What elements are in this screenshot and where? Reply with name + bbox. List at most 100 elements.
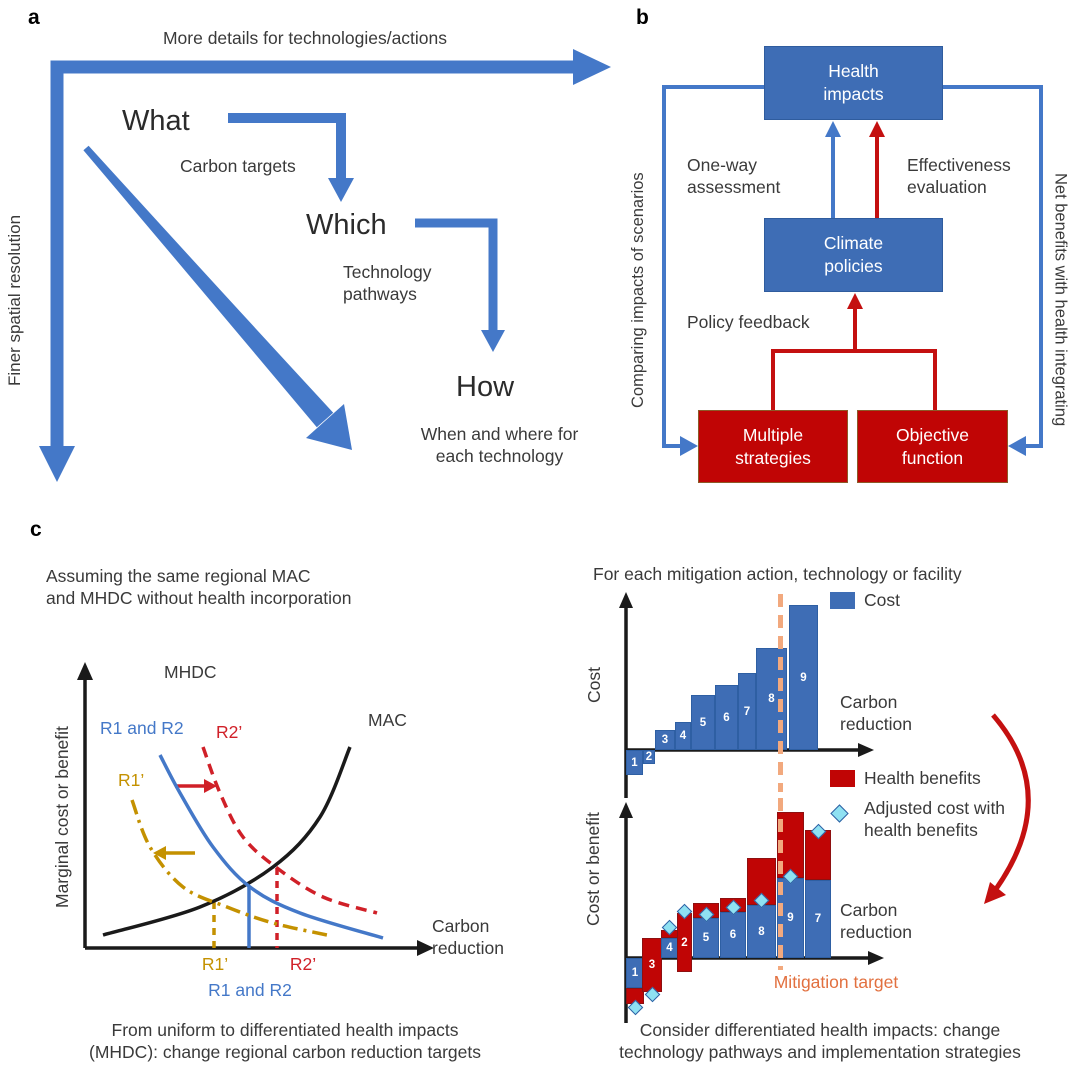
panel-b-letter: b — [636, 6, 649, 29]
right-bracket-line — [943, 85, 1043, 448]
climate-policies-box: Climate policies — [764, 218, 943, 292]
panel-c-letter: c — [30, 518, 42, 541]
one-way-label: One-way assessment — [687, 155, 781, 197]
right-chart-caption: Consider differentiated health impacts: … — [619, 1020, 1021, 1062]
bar-number: 5 — [699, 716, 707, 729]
y-axis-arrowhead-icon — [619, 592, 633, 608]
left-bracket-line — [662, 85, 764, 448]
bar-number: 1 — [631, 967, 639, 979]
step-how: How — [456, 371, 515, 403]
curve-R2’ — [201, 746, 378, 915]
adjusted-chart-xlabel: Carbon reduction — [840, 900, 912, 942]
shift-right-arrowhead-icon — [204, 779, 217, 793]
strategy-change-arrowhead-icon — [984, 882, 1006, 904]
x-axis-arrowhead-icon — [417, 940, 434, 956]
r2prime-curve-label: R2’ — [216, 722, 243, 742]
y-axis-arrowhead-icon — [619, 802, 633, 818]
left-bracket-arrowhead-icon — [680, 436, 698, 456]
panel-b: b Health impacts Climate policies Multip… — [629, 0, 1080, 500]
shift-left-arrowhead-icon — [153, 846, 166, 860]
curve-R1’ — [130, 799, 328, 937]
cost-legend-swatch — [830, 592, 855, 609]
bar-number: 7 — [814, 913, 822, 925]
bar-number: 8 — [768, 693, 775, 705]
cost-segment — [691, 695, 715, 750]
mitigation-target-line — [777, 798, 783, 970]
swoosh-arrowhead-icon — [306, 404, 352, 450]
health-benefits-legend-swatch — [830, 770, 855, 787]
bar-number: 8 — [758, 925, 765, 938]
feedback-arrowhead-icon — [847, 293, 863, 309]
left-chart-xlabel: Carbon reduction — [432, 916, 504, 958]
adjusted-cost-bar-chart: Cost or benefit Carbon reduction Mitigat… — [583, 798, 920, 1053]
cost-segment — [675, 722, 691, 750]
cost-segment — [626, 750, 643, 775]
bar-number: 1 — [631, 756, 638, 769]
swoosh-arrow-body — [83, 145, 334, 428]
step-how-subtitle: When and where for each technology — [420, 424, 579, 466]
cost-segment — [655, 730, 675, 750]
curve-R1 and R2 — [158, 754, 384, 940]
tick-r2prime: R2’ — [289, 954, 317, 974]
cost-segment — [715, 685, 738, 750]
bar-number: 3 — [661, 734, 669, 746]
bar-number: 2 — [681, 936, 688, 949]
cost-legend-label: Cost — [864, 590, 900, 610]
axes-arrow-shafts — [50, 60, 575, 448]
adjusted-legend-label: Adjusted cost with health benefits — [864, 798, 1006, 840]
mitigation-target-label: Mitigation target — [773, 972, 899, 992]
cost-segment — [789, 605, 818, 750]
what-to-which-arrow — [228, 113, 346, 180]
cost-segment — [693, 918, 719, 958]
x-axis-arrowhead-icon — [868, 951, 884, 965]
multiple-strategies-box: Multiple strategies — [698, 410, 848, 483]
comparing-scenarios-label: Comparing impacts of scenarios — [629, 172, 647, 408]
bar-number: 3 — [648, 959, 656, 971]
tick-r1prime: R1’ — [201, 954, 229, 974]
right-charts-title: For each mitigation action, technology o… — [593, 564, 962, 584]
x-axis-arrowhead-icon — [858, 743, 874, 757]
effectiveness-label: Effectiveness evaluation — [907, 155, 1011, 197]
effectiveness-arrowhead-icon — [869, 121, 885, 137]
which-to-how-arrow — [415, 218, 498, 332]
bar-number: 4 — [666, 942, 673, 954]
left-chart-caption: From uniform to differentiated health im… — [89, 1020, 481, 1062]
cost-segment — [643, 750, 655, 764]
health-impacts-box: Health impacts — [764, 46, 943, 120]
health-benefit-segment — [805, 830, 831, 880]
y-axis-arrowhead-icon — [77, 662, 93, 680]
r1prime-curve-label: R1’ — [118, 770, 145, 790]
feedback-connector-line — [771, 349, 937, 410]
curve-MAC — [102, 746, 352, 937]
mac-curve-label: MAC — [368, 710, 407, 730]
bar-number: 9 — [787, 912, 794, 924]
mitigation-target-line — [777, 594, 783, 792]
right-bracket-arrowhead-icon — [1008, 436, 1026, 456]
finer-resolution-label: Finer spatial resolution — [5, 214, 24, 386]
panel-a-letter: a — [28, 6, 40, 29]
down-arrowhead-icon — [39, 446, 75, 482]
tick-r1r2: R1 and R2 — [208, 980, 292, 1000]
policy-feedback-label: Policy feedback — [687, 312, 810, 332]
step-what: What — [122, 105, 190, 137]
health-benefits-legend-label: Health benefits — [864, 768, 981, 788]
mac-mhdc-chart: Marginal cost or benefit MHDC MAC R1 and… — [40, 650, 504, 1010]
net-benefits-label: Net benefits with health integrating — [1051, 173, 1070, 427]
strategy-change-arc — [991, 713, 1031, 891]
bar-number: 7 — [743, 705, 751, 718]
one-way-arrowhead-icon — [825, 121, 841, 137]
mac-mhdc-plot — [77, 662, 434, 956]
step-which-subtitle: Technology pathways — [343, 262, 432, 304]
which-arrowhead-icon — [481, 330, 505, 352]
bar-number: 9 — [800, 671, 807, 684]
more-details-label: More details for technologies/actions — [162, 28, 448, 48]
step-which: Which — [306, 209, 387, 241]
bar-number: 6 — [729, 929, 737, 941]
step-what-subtitle: Carbon targets — [180, 156, 296, 176]
cost-chart-ylabel: Cost — [584, 667, 604, 703]
strategy-change-arrow — [984, 713, 1031, 904]
cost-chart-xlabel: Carbon reduction — [840, 692, 912, 734]
cost-segment — [738, 673, 756, 750]
